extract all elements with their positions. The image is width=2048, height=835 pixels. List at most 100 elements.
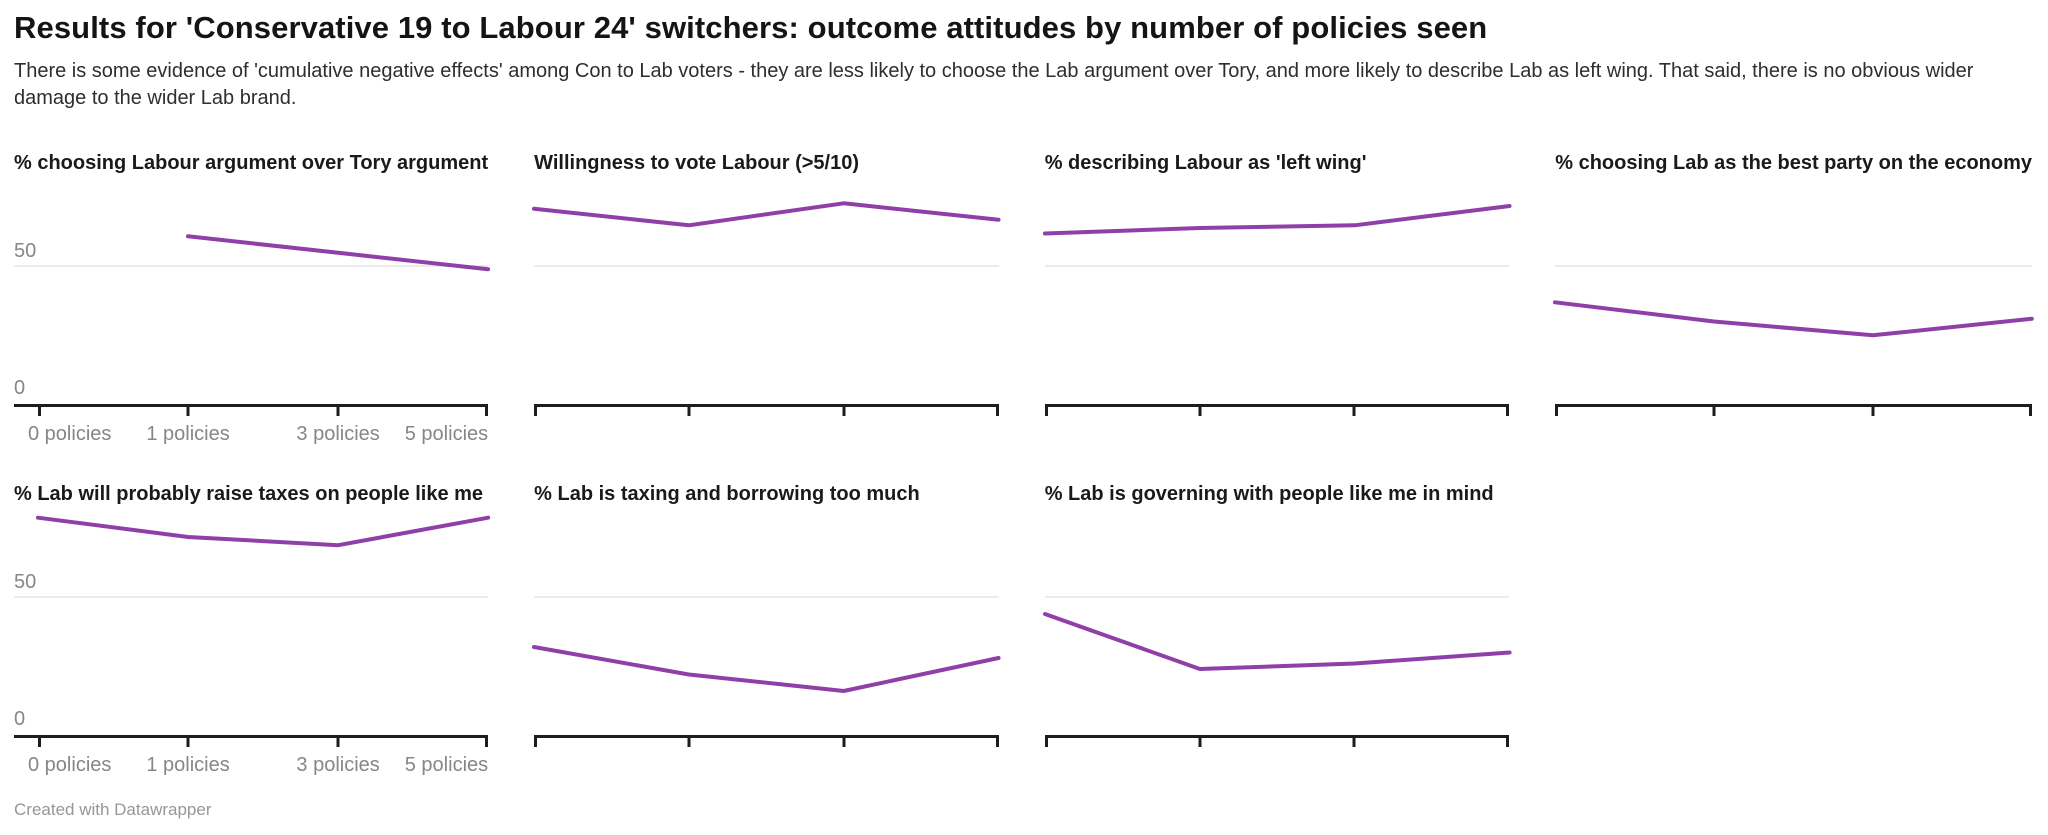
x-axis-label: 1 policies (146, 423, 230, 445)
x-axis-labels: 0 policies 1 policies 3 policies 5 polic… (28, 754, 489, 780)
x-axis-tick (995, 737, 999, 747)
x-axis-baseline (534, 404, 999, 407)
chart-panel: Willingness to vote Labour (>5/10) 50 0 … (534, 152, 999, 449)
x-axis-labels: 0 policies 1 policies 3 policies 5 polic… (28, 423, 489, 449)
chart-panel-title: Willingness to vote Labour (>5/10) (534, 152, 860, 174)
x-axis (1044, 404, 1510, 417)
line-series (1045, 184, 1510, 404)
x-axis-ticks (1555, 404, 2032, 417)
x-axis (1044, 735, 1510, 748)
x-axis (14, 735, 489, 748)
line-layer (38, 184, 488, 404)
x-axis-baseline (534, 735, 999, 738)
chart-panel-title: % Lab will probably raise taxes on peopl… (14, 483, 484, 505)
x-axis-tick (186, 737, 190, 747)
gridline-50 (534, 596, 999, 598)
x-axis-tick (38, 737, 41, 747)
x-axis-tick (336, 737, 340, 747)
chart-panel: % describing Labour as 'left wing' 50 0 … (1045, 152, 1510, 449)
chart-description: There is some evidence of 'cumulative ne… (14, 60, 1974, 109)
x-axis (1555, 404, 2032, 417)
line-series (1045, 515, 1510, 735)
x-axis-baseline (1044, 735, 1510, 738)
gridline-50 (14, 596, 489, 598)
chart-panel: % choosing Lab as the best party on the … (1555, 152, 2032, 449)
datawrapper-credit: Created with Datawrapper (14, 800, 212, 819)
chart-main-title: Results for 'Conservative 19 to Labour 2… (14, 10, 1488, 45)
x-axis-ticks (534, 735, 999, 748)
x-axis-baseline (14, 735, 489, 738)
plot-area: 50 0 (534, 184, 999, 404)
x-axis-tick (186, 406, 190, 416)
x-axis-tick (1198, 737, 1202, 747)
y-axis-label-50: 50 (14, 571, 37, 593)
chart-panel-title: % Lab is taxing and borrowing too much (534, 483, 920, 505)
x-axis (534, 735, 999, 748)
plot-area: 50 0 (14, 184, 488, 404)
x-axis-ticks (534, 404, 999, 417)
gridline-50 (534, 265, 999, 267)
x-axis-tick (1506, 406, 1510, 416)
x-axis-tick (1352, 406, 1356, 416)
line-layer (1555, 184, 2032, 404)
x-axis-tick (534, 737, 538, 747)
x-axis-tick (1555, 406, 1559, 416)
y-axis-label-0: 0 (14, 708, 26, 730)
x-axis-label: 3 policies (296, 754, 380, 776)
line-series (38, 184, 488, 404)
chart-panel: % Lab is taxing and borrowing too much 5… (534, 483, 999, 780)
x-axis-tick (534, 406, 538, 416)
chart-panel-title: % describing Labour as 'left wing' (1044, 152, 1367, 174)
x-axis-tick (485, 737, 489, 747)
chart-panel-title: % Lab is governing with people like me i… (1044, 483, 1494, 505)
gridline-50 (1555, 265, 2032, 267)
line-series (534, 515, 999, 735)
line-series (534, 184, 999, 404)
x-axis-label: 0 policies (28, 423, 112, 445)
x-axis-tick (1506, 737, 1510, 747)
x-axis-tick (1352, 737, 1356, 747)
x-axis-tick (842, 406, 846, 416)
chart-panel: % Lab is governing with people like me i… (1045, 483, 1510, 780)
x-axis (534, 404, 999, 417)
plot-area: 50 0 (1045, 184, 1510, 404)
x-axis-label: 1 policies (146, 754, 230, 776)
chart-panel: % Lab will probably raise taxes on peopl… (14, 483, 488, 780)
small-multiples-grid: % choosing Labour argument over Tory arg… (14, 152, 2032, 780)
x-axis-tick (842, 737, 846, 747)
line-layer (1045, 515, 1510, 735)
gridline-50 (14, 265, 489, 267)
y-axis-label-0: 0 (14, 377, 26, 399)
line-layer (38, 515, 488, 735)
x-axis-label: 5 policies (404, 423, 489, 445)
line-layer (1045, 184, 1510, 404)
x-axis-baseline (14, 404, 489, 407)
plot-area: 50 0 (1045, 515, 1510, 735)
chart-panel-title: % choosing Labour argument over Tory arg… (14, 152, 489, 174)
x-axis-tick (995, 406, 999, 416)
x-axis-tick (1044, 406, 1048, 416)
chart-panel-title: % choosing Lab as the best party on the … (1555, 152, 2032, 174)
x-axis-tick (687, 737, 691, 747)
x-axis-tick (38, 406, 41, 416)
x-axis-label: 5 policies (404, 754, 489, 776)
gridline-50 (1044, 596, 1510, 598)
x-axis-tick (1198, 406, 1202, 416)
plot-area: 50 0 (534, 515, 999, 735)
x-axis (14, 404, 489, 417)
x-axis-tick (2029, 406, 2032, 416)
x-axis-label: 3 policies (296, 423, 380, 445)
x-axis-tick (1044, 737, 1048, 747)
chart-panel: % choosing Labour argument over Tory arg… (14, 152, 488, 449)
x-axis-ticks (1044, 404, 1510, 417)
x-axis-tick (336, 406, 340, 416)
x-axis-tick (1712, 406, 1716, 416)
x-axis-label: 0 policies (28, 754, 112, 776)
x-axis-ticks (38, 735, 489, 748)
x-axis-tick (1871, 406, 1875, 416)
line-series (38, 515, 488, 735)
y-axis-label-50: 50 (14, 240, 37, 262)
x-axis-tick (687, 406, 691, 416)
x-axis-ticks (1044, 735, 1510, 748)
